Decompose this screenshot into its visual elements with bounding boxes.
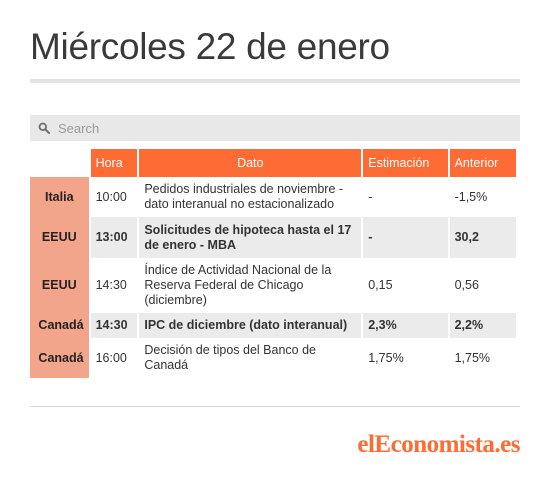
time-cell: 14:30 bbox=[90, 313, 138, 338]
title-divider bbox=[30, 79, 520, 83]
time-cell: 10:00 bbox=[90, 177, 138, 217]
header-anterior[interactable]: Anterior bbox=[449, 149, 516, 177]
table-row: Canadá 16:00 Decisión de tipos del Banco… bbox=[30, 338, 516, 378]
table-row: Canadá 14:30 IPC de diciembre (dato inte… bbox=[30, 313, 516, 338]
estimate-cell: 1,75% bbox=[363, 338, 448, 378]
event-cell: Pedidos industriales de noviembre - dato… bbox=[139, 177, 362, 217]
previous-cell: 1,75% bbox=[449, 338, 516, 378]
previous-cell: -1,5% bbox=[449, 177, 516, 217]
previous-cell: 30,2 bbox=[449, 217, 516, 258]
search-icon bbox=[38, 122, 50, 134]
time-cell: 14:30 bbox=[90, 258, 138, 313]
table-header-row: Hora Dato Estimación Anterior bbox=[30, 149, 516, 177]
header-dato[interactable]: Dato bbox=[139, 149, 362, 177]
time-cell: 16:00 bbox=[90, 338, 138, 378]
estimate-cell: 2,3% bbox=[363, 313, 448, 338]
header-hora[interactable]: Hora bbox=[90, 149, 138, 177]
page-title: Miércoles 22 de enero bbox=[30, 26, 390, 67]
event-cell: Solicitudes de hipoteca hasta el 17 de e… bbox=[139, 217, 362, 258]
event-cell: Índice de Actividad Nacional de la Reser… bbox=[139, 258, 362, 313]
table-row: Italia 10:00 Pedidos industriales de nov… bbox=[30, 177, 516, 217]
time-cell: 13:00 bbox=[90, 217, 138, 258]
table-row: EEUU 14:30 Índice de Actividad Nacional … bbox=[30, 258, 516, 313]
search-input[interactable] bbox=[56, 119, 460, 137]
table-row: EEUU 13:00 Solicitudes de hipoteca hasta… bbox=[30, 217, 516, 258]
previous-cell: 0,56 bbox=[449, 258, 516, 313]
country-cell: Canadá bbox=[30, 338, 89, 378]
header-estimacion[interactable]: Estimación bbox=[363, 149, 448, 177]
header-country bbox=[30, 149, 89, 177]
country-cell: EEUU bbox=[30, 217, 89, 258]
footer-divider bbox=[30, 406, 520, 407]
estimate-cell: 0,15 bbox=[363, 258, 448, 313]
event-cell: IPC de diciembre (dato interanual) bbox=[139, 313, 362, 338]
estimate-cell: - bbox=[363, 217, 448, 258]
country-cell: EEUU bbox=[30, 258, 89, 313]
previous-cell: 2,2% bbox=[449, 313, 516, 338]
country-cell: Italia bbox=[30, 177, 89, 217]
event-cell: Decisión de tipos del Banco de Canadá bbox=[139, 338, 362, 378]
estimate-cell: - bbox=[363, 177, 448, 217]
brand-logo[interactable]: elEconomista.es bbox=[357, 431, 520, 458]
search-bar[interactable] bbox=[30, 115, 520, 141]
country-cell: Canadá bbox=[30, 313, 89, 338]
events-table: Hora Dato Estimación Anterior Italia 10:… bbox=[28, 149, 518, 378]
